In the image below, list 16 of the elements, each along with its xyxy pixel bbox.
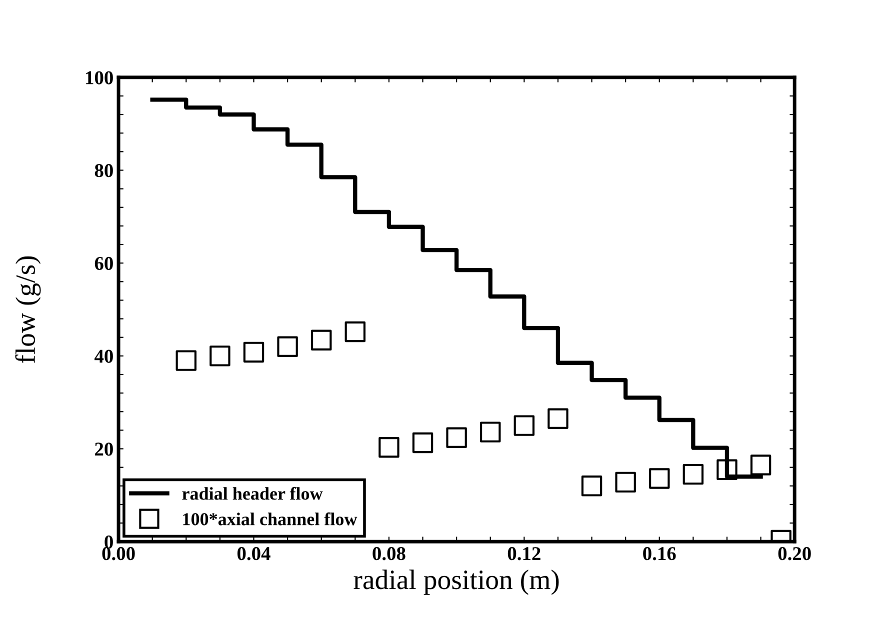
y-tick-label: 20 [95, 442, 113, 456]
y-axis-title: flow (g/s) [15, 256, 41, 364]
x-tick-label: 0.12 [508, 547, 540, 560]
x-tick-label: 0.20 [778, 547, 811, 560]
x-tick-label: 0.00 [102, 547, 135, 560]
legend-label: 100*axial channel flow [183, 512, 358, 526]
x-tick-label: 0.04 [237, 547, 270, 560]
y-tick-label: 0 [104, 535, 113, 549]
y-tick-label: 100 [86, 71, 113, 84]
y-tick-label: 40 [94, 350, 113, 363]
x-tick-label: 0.16 [643, 547, 676, 560]
legend-label: radial header flow [182, 486, 323, 500]
y-tick-label: 60 [94, 256, 113, 270]
y-tick-label: 80 [94, 164, 113, 178]
x-axis-title: radial position (m) [354, 570, 559, 595]
x-tick-label: 0.08 [372, 547, 406, 560]
